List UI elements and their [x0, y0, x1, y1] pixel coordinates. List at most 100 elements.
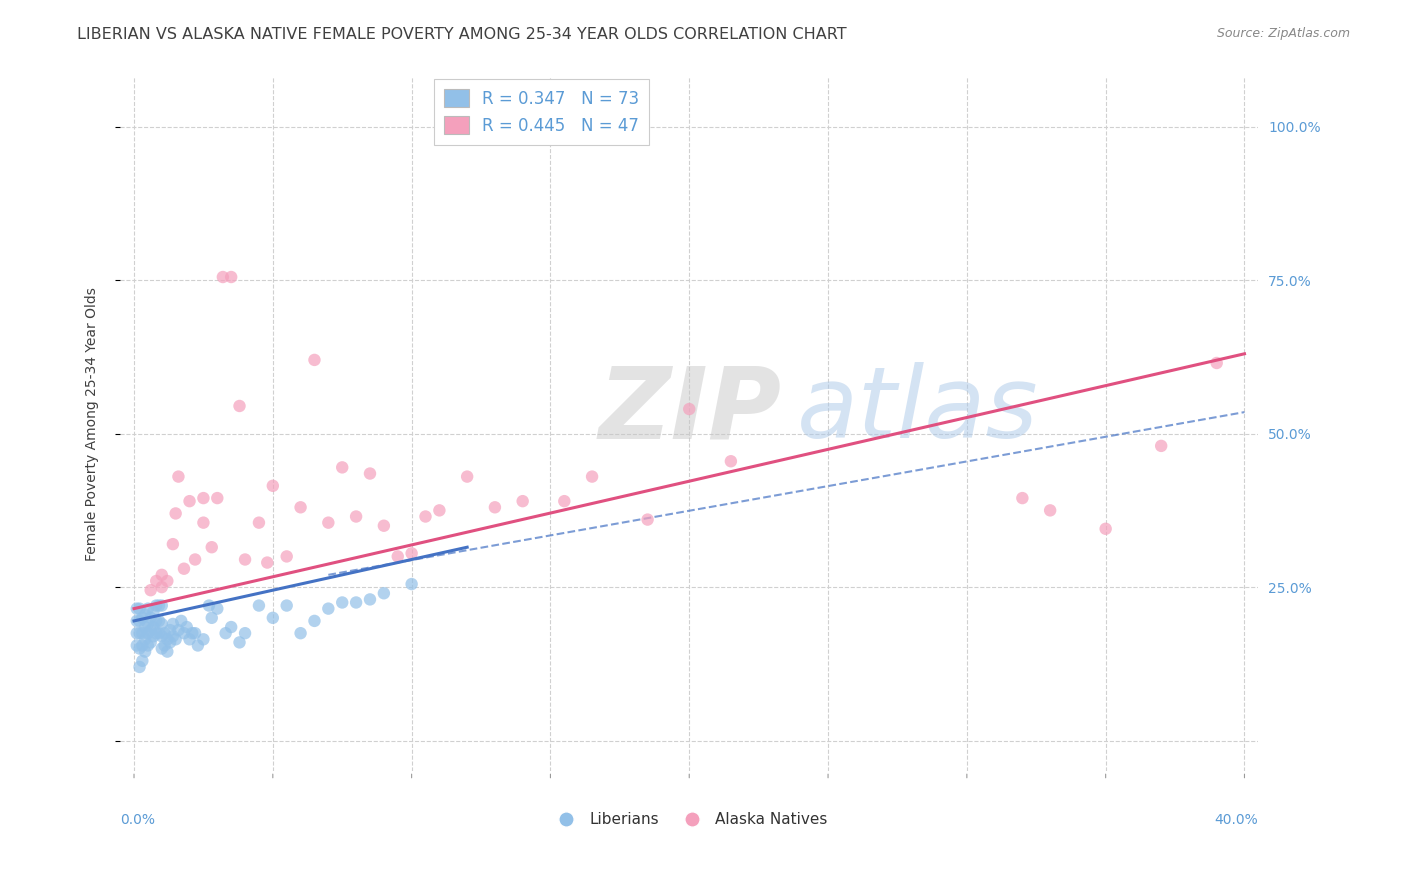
Point	[165, 632, 187, 647]
Point	[181, 626, 204, 640]
Point	[637, 512, 659, 526]
Point	[304, 352, 326, 367]
Point	[139, 583, 162, 598]
Point	[429, 503, 451, 517]
Point	[136, 601, 159, 615]
Point	[162, 537, 184, 551]
Point	[330, 595, 353, 609]
Point	[150, 567, 173, 582]
Point	[131, 611, 153, 625]
Point	[145, 599, 167, 613]
Point	[128, 614, 150, 628]
Point	[156, 632, 179, 647]
Point	[165, 507, 187, 521]
Point	[581, 469, 603, 483]
Point	[678, 402, 700, 417]
Point	[228, 399, 250, 413]
Point	[290, 500, 312, 515]
Point	[219, 270, 242, 285]
Point	[247, 516, 270, 530]
Point	[193, 516, 215, 530]
Point	[219, 620, 242, 634]
Point	[211, 270, 233, 285]
Point	[150, 599, 173, 613]
Point	[373, 586, 395, 600]
Point	[198, 599, 221, 613]
Point	[159, 635, 181, 649]
Point	[125, 639, 148, 653]
Point	[125, 614, 148, 628]
Point	[148, 599, 170, 613]
Point	[233, 552, 256, 566]
Point	[170, 614, 193, 628]
Point	[344, 509, 367, 524]
Point	[401, 546, 423, 560]
Point	[318, 516, 340, 530]
Point	[318, 601, 340, 615]
Point	[193, 632, 215, 647]
Point	[276, 549, 298, 564]
Point	[720, 454, 742, 468]
Point	[173, 626, 195, 640]
Point	[359, 592, 381, 607]
Point	[128, 601, 150, 615]
Text: Source: ZipAtlas.com: Source: ZipAtlas.com	[1216, 27, 1350, 40]
Point	[373, 518, 395, 533]
Point	[256, 556, 278, 570]
Point	[330, 460, 353, 475]
Point	[131, 626, 153, 640]
Point	[193, 491, 215, 505]
Text: LIBERIAN VS ALASKA NATIVE FEMALE POVERTY AMONG 25-34 YEAR OLDS CORRELATION CHART: LIBERIAN VS ALASKA NATIVE FEMALE POVERTY…	[77, 27, 846, 42]
Text: atlas: atlas	[797, 362, 1039, 459]
Point	[125, 601, 148, 615]
Point	[159, 623, 181, 637]
Point	[359, 467, 381, 481]
Point	[139, 611, 162, 625]
Point	[134, 607, 156, 622]
Point	[142, 629, 165, 643]
Point	[153, 639, 176, 653]
Point	[415, 509, 437, 524]
Point	[1011, 491, 1033, 505]
Point	[162, 617, 184, 632]
Point	[387, 549, 409, 564]
Point	[145, 574, 167, 588]
Point	[134, 645, 156, 659]
Point	[167, 469, 190, 483]
Point	[131, 639, 153, 653]
Point	[167, 623, 190, 637]
Point	[484, 500, 506, 515]
Point	[304, 614, 326, 628]
Point	[201, 611, 224, 625]
Point	[128, 641, 150, 656]
Point	[136, 617, 159, 632]
Text: ZIP: ZIP	[598, 362, 782, 459]
Point	[128, 660, 150, 674]
Point	[1205, 356, 1227, 370]
Point	[553, 494, 575, 508]
Point	[142, 605, 165, 619]
Point	[131, 654, 153, 668]
Legend: Liberians, Alaska Natives: Liberians, Alaska Natives	[544, 805, 834, 833]
Point	[214, 626, 236, 640]
Point	[344, 595, 367, 609]
Point	[176, 620, 198, 634]
Point	[150, 580, 173, 594]
Point	[179, 494, 201, 508]
Point	[184, 626, 207, 640]
Point	[128, 626, 150, 640]
Point	[173, 562, 195, 576]
Point	[207, 601, 229, 615]
Point	[512, 494, 534, 508]
Point	[136, 639, 159, 653]
Point	[262, 479, 284, 493]
Point	[179, 632, 201, 647]
Point	[156, 645, 179, 659]
Point	[150, 629, 173, 643]
Point	[142, 620, 165, 634]
Point	[233, 626, 256, 640]
Point	[1150, 439, 1173, 453]
Point	[148, 626, 170, 640]
Point	[290, 626, 312, 640]
Point	[276, 599, 298, 613]
